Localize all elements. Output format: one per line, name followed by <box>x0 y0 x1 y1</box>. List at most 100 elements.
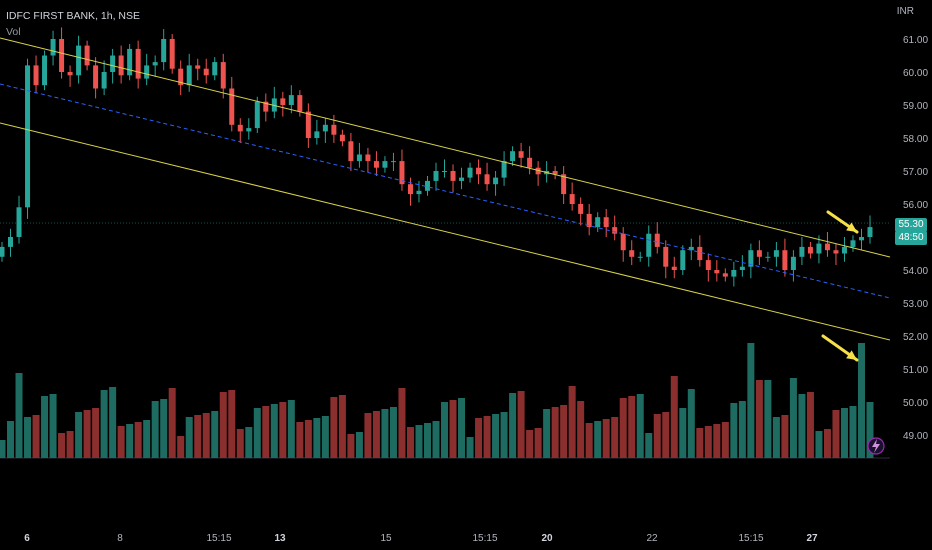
volume-bar <box>168 388 176 458</box>
candle-body <box>424 180 430 191</box>
candle-body <box>765 256 771 258</box>
volume-bar <box>449 400 457 458</box>
volume-bar <box>321 416 329 458</box>
candle-body <box>203 68 209 76</box>
countdown-badge: 48:50 <box>895 231 927 245</box>
price-tick-label: 61.00 <box>903 35 928 46</box>
mid-regression-line[interactable] <box>0 83 891 299</box>
axes: 61.00 60.00 59.00 58.00 57.00 56.00 54.00 53.00… <box>24 35 928 544</box>
price-tick-label: 54.00 <box>903 266 928 277</box>
candle-body <box>178 68 184 86</box>
volume-bar <box>364 413 372 458</box>
volume-bar <box>126 424 134 458</box>
candle-body <box>229 88 235 125</box>
volume-bar <box>406 427 414 458</box>
volume-bar <box>143 420 151 458</box>
volume-bar <box>662 412 670 458</box>
volume-bar <box>492 414 500 458</box>
volume-bar <box>0 440 6 458</box>
candle-body <box>144 65 150 79</box>
volume-bar <box>475 418 483 458</box>
time-tick-label: 15:15 <box>738 533 763 544</box>
volume-bar <box>849 406 857 458</box>
candle-body <box>867 227 873 237</box>
candle-body <box>186 65 192 86</box>
volume-bar <box>687 389 695 458</box>
candle-body <box>50 39 56 56</box>
candle-body <box>237 124 243 132</box>
volume-bar <box>568 386 576 458</box>
volume-bar <box>458 398 466 458</box>
channel-lines <box>0 37 891 455</box>
volume-bar <box>160 399 168 458</box>
time-tick-label: 22 <box>646 533 658 544</box>
candle-body <box>637 256 643 258</box>
lightning-icon[interactable] <box>867 437 885 455</box>
candle-body <box>280 98 286 105</box>
candle-body <box>663 246 669 267</box>
time-tick-label: 27 <box>806 533 818 544</box>
volume-bar <box>372 411 380 458</box>
volume-bar <box>517 391 525 458</box>
volume-bar <box>270 404 278 458</box>
candle-body <box>467 167 473 178</box>
candle-body <box>722 273 728 277</box>
candle-body <box>118 55 124 76</box>
candle-body <box>748 250 754 267</box>
symbol-title[interactable]: IDFC FIRST BANK, 1h, NSE <box>6 10 141 22</box>
candle-body <box>339 134 345 142</box>
candle-body <box>807 246 813 254</box>
volume-bar <box>730 403 738 458</box>
time-tick-label: 13 <box>274 533 286 544</box>
candle-body <box>450 171 456 181</box>
volume-bar <box>806 392 814 458</box>
volume-bar <box>24 417 32 458</box>
candle-body <box>561 174 567 195</box>
lower-channel-line[interactable] <box>0 122 891 341</box>
candle-body <box>535 167 541 175</box>
candle-body <box>135 48 141 79</box>
candle-body <box>578 204 584 214</box>
candle-body <box>654 233 660 247</box>
candle-body <box>816 243 822 254</box>
candle-body <box>612 227 618 234</box>
volume-bar <box>313 418 321 458</box>
price-tick-label: 58.00 <box>903 134 928 145</box>
candle-body <box>76 45 82 76</box>
candle-body <box>824 243 830 251</box>
candle-body <box>254 101 260 129</box>
volume-bar <box>823 429 831 458</box>
volume-bar <box>789 378 797 458</box>
volume-bar <box>109 387 117 458</box>
candle-body <box>586 213 592 228</box>
volume-bar <box>355 432 363 458</box>
volume-bar <box>500 412 508 458</box>
volume-bar <box>185 417 193 458</box>
volume-bar <box>543 409 551 458</box>
volume-indicator-label[interactable]: Vol <box>6 26 21 38</box>
last-price-badge: 55.30 <box>895 218 927 232</box>
volume-bar <box>92 408 100 458</box>
candle-body <box>510 151 516 162</box>
candle-body <box>127 48 133 76</box>
volume-bar <box>432 421 440 458</box>
candle-body <box>527 157 533 168</box>
candle-body <box>16 207 22 237</box>
candle-body <box>0 246 5 257</box>
candle-body <box>459 177 465 181</box>
candle-body <box>33 65 39 86</box>
time-tick-label: 8 <box>117 533 123 544</box>
volume-bar <box>236 429 244 458</box>
volume-bar <box>560 405 568 458</box>
volume-bar <box>679 408 687 458</box>
volume-bar <box>253 408 261 458</box>
volume-bar <box>347 434 355 458</box>
upper-channel-line[interactable] <box>0 37 891 258</box>
volume-bar <box>483 416 491 458</box>
candle-body <box>841 246 847 254</box>
candle-body <box>314 131 320 138</box>
candlesticks <box>0 27 873 287</box>
candle-body <box>101 72 107 89</box>
time-tick-label: 6 <box>24 533 30 544</box>
